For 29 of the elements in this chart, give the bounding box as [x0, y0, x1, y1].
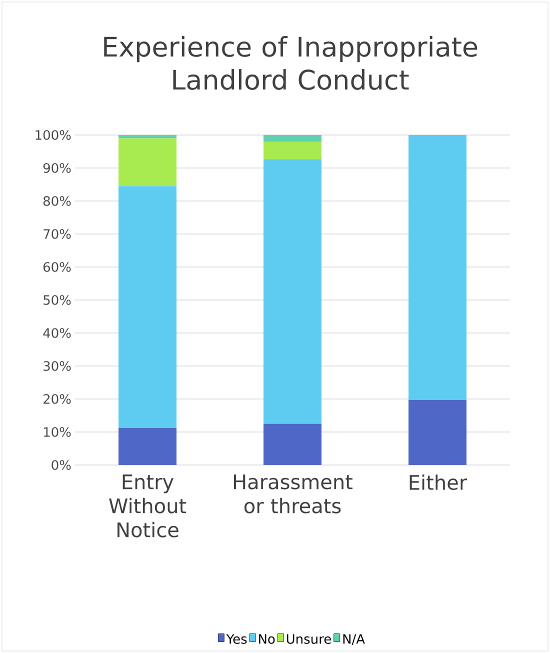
y-tick-label: 70% — [44, 229, 71, 239]
legend-label: No — [259, 634, 275, 644]
y-tick-label: 10% — [44, 427, 71, 437]
bar — [118, 135, 176, 138]
bar — [264, 159, 322, 424]
y-tick-label: 90% — [43, 163, 71, 173]
bar — [264, 142, 322, 160]
bar — [118, 186, 176, 428]
bar — [408, 135, 466, 400]
legend-label: Yes — [226, 634, 247, 644]
bar — [118, 428, 176, 465]
y-tick-label: 20% — [44, 394, 71, 404]
y-tick-label: 60% — [43, 262, 71, 272]
legend-label: N/A — [343, 634, 365, 645]
y-tick-label: 80% — [43, 196, 71, 206]
y-tick-label: 0% — [52, 460, 71, 470]
y-tick-label: 30% — [44, 361, 71, 371]
x-tick-label: Harassment or threats — [234, 474, 352, 514]
legend-label: Unsure — [286, 634, 331, 644]
y-tick-label: 100% — [36, 130, 71, 140]
y-tick-label: 40% — [43, 328, 71, 338]
bar — [118, 138, 176, 186]
bar — [264, 424, 322, 465]
bar — [408, 400, 466, 465]
y-tick-label: 50% — [44, 295, 71, 305]
bar — [264, 135, 322, 142]
chart-title: Experience of Inappropriate Landlord Conduct — [104, 36, 478, 90]
x-tick-label: Either — [410, 474, 468, 490]
x-tick-label: Entry Without Notice — [109, 474, 186, 538]
